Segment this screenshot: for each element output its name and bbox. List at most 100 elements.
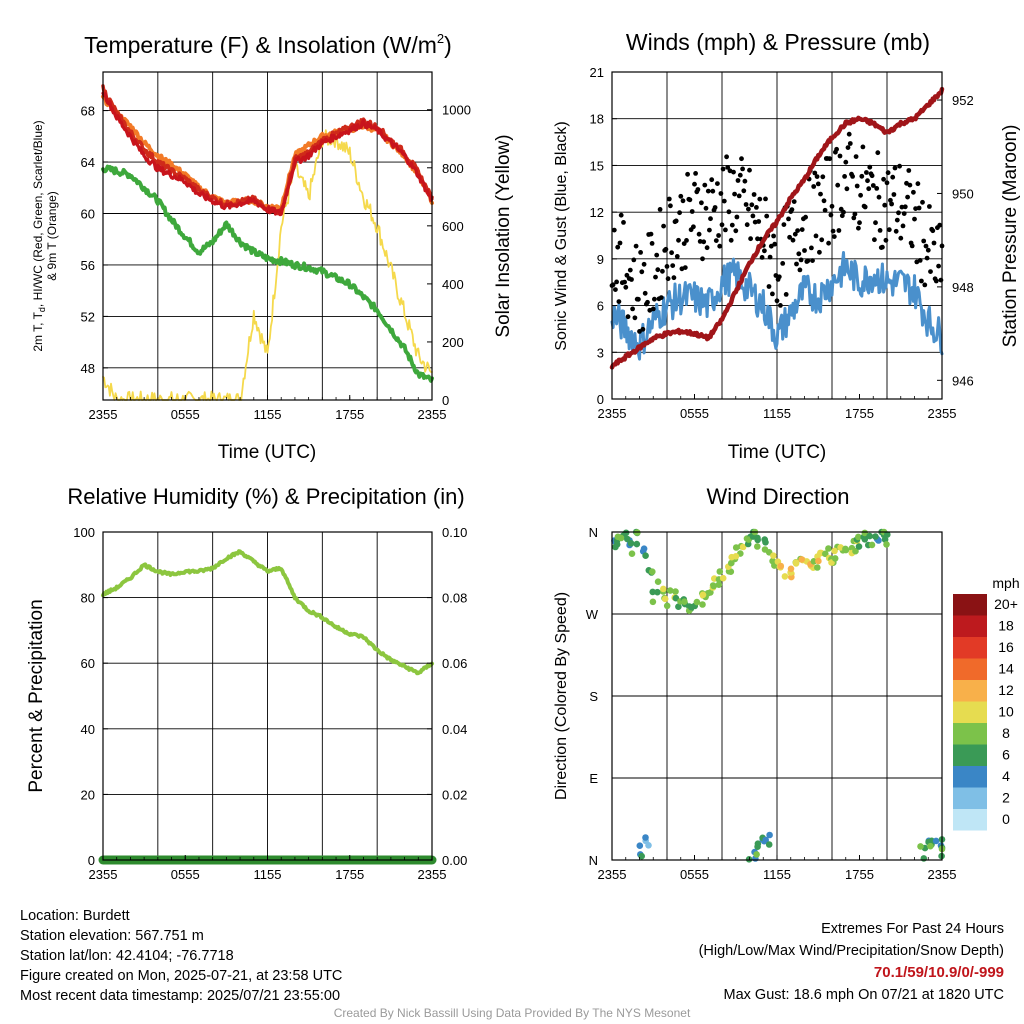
- credit-line: Created By Nick Bassill Using Data Provi…: [333, 1006, 691, 1020]
- gust-point: [844, 186, 850, 192]
- wind-grid: [612, 72, 942, 399]
- legend-label: 10: [998, 704, 1014, 720]
- right-tick-label: 946: [952, 373, 974, 388]
- gust-point: [883, 237, 889, 243]
- gust-point: [666, 196, 672, 202]
- direction-point: [728, 559, 735, 567]
- gust-point: [627, 267, 633, 273]
- gust-point: [710, 188, 716, 194]
- gust-point: [632, 315, 638, 321]
- gust-point: [783, 292, 789, 297]
- direction-point: [754, 843, 761, 850]
- gust-point: [668, 203, 673, 209]
- gust-point: [875, 150, 881, 156]
- left-tick-label: 40: [81, 722, 95, 737]
- gust-point: [898, 235, 904, 241]
- x-tick-label: 2355: [928, 867, 957, 882]
- direction-point: [617, 534, 625, 542]
- direction-point: [777, 562, 785, 570]
- legend-label: 12: [998, 682, 1014, 698]
- gust-point: [684, 238, 689, 243]
- gust-point: [831, 234, 837, 240]
- rh-panel: Relative Humidity (%) & Precipitation (i…: [26, 484, 467, 882]
- direction-point: [628, 550, 636, 557]
- gust-point: [817, 249, 822, 255]
- gust-point: [747, 167, 752, 173]
- station-location: Location: Burdett: [20, 908, 130, 924]
- gust-point: [649, 241, 655, 246]
- gust-point: [776, 274, 782, 280]
- gust-point: [888, 197, 893, 203]
- gust-point: [830, 228, 836, 234]
- legend-swatch: [953, 809, 987, 831]
- gust-point: [911, 189, 916, 195]
- legend-label: 20+: [994, 596, 1018, 612]
- gust-point: [638, 250, 643, 255]
- x-tick-label: 2355: [418, 407, 447, 422]
- gust-point: [786, 216, 791, 222]
- gust-point: [787, 234, 792, 240]
- right-tick-label: 0.04: [442, 722, 467, 737]
- gust-point: [625, 314, 631, 320]
- gust-point: [873, 220, 878, 226]
- gust-point: [629, 277, 634, 282]
- gust-point: [889, 201, 894, 207]
- gust-point: [764, 213, 770, 219]
- gust-point: [880, 244, 885, 250]
- gust-point: [680, 198, 686, 204]
- direction-tick-label: W: [586, 607, 599, 622]
- gust-point: [639, 269, 645, 275]
- sonic-wind-line: [610, 251, 944, 361]
- gust-point: [925, 247, 931, 253]
- gust-point: [853, 154, 859, 160]
- gust-point: [673, 218, 679, 224]
- gust-point: [829, 203, 835, 209]
- gust-point: [762, 248, 767, 254]
- direction-point: [661, 595, 669, 603]
- gust-point: [734, 214, 740, 220]
- direction-point: [917, 843, 924, 850]
- gust-point: [802, 248, 807, 253]
- gust-point: [674, 254, 680, 259]
- direction-point: [649, 568, 656, 575]
- gust-point: [870, 183, 876, 188]
- direction-point: [672, 588, 679, 595]
- gust-point: [655, 267, 661, 273]
- gust-point: [611, 227, 617, 233]
- gust-point: [757, 196, 763, 202]
- gust-point: [850, 174, 855, 179]
- gust-point: [810, 258, 815, 263]
- gust-point: [892, 165, 898, 171]
- gust-point: [657, 207, 663, 212]
- gust-point: [766, 284, 772, 289]
- legend-swatch: [953, 637, 987, 659]
- left-tick-label: 20: [81, 787, 95, 802]
- gust-point: [621, 220, 626, 225]
- gust-point: [900, 223, 906, 229]
- gust-point: [881, 176, 886, 182]
- gust-point: [739, 156, 744, 162]
- figure-created: Figure created on Mon, 2025-07-21, at 23…: [20, 968, 343, 984]
- extremes-box: Extremes For Past 24 Hours (High/Low/Max…: [699, 918, 1004, 1006]
- right-tick-label: 0.08: [442, 591, 467, 606]
- rh-title: Relative Humidity (%) & Precipitation (i…: [67, 484, 464, 509]
- gust-point: [750, 213, 756, 219]
- gust-point: [652, 296, 657, 302]
- gust-point: [792, 231, 798, 237]
- right-tick-label: 1000: [442, 103, 471, 118]
- gust-point: [791, 199, 797, 205]
- gust-point: [623, 284, 629, 290]
- direction-point: [852, 547, 859, 555]
- gust-point: [749, 202, 755, 208]
- wind-ylabel: Sonic Wind & Gust (Blue, Black): [553, 121, 570, 350]
- gust-point: [633, 243, 639, 249]
- gust-point: [893, 228, 899, 234]
- gust-point: [728, 237, 734, 243]
- left-tick-label: 60: [81, 206, 95, 221]
- dir-series: [611, 528, 946, 863]
- gust-point: [930, 228, 936, 234]
- gust-point: [857, 220, 862, 226]
- gust-point: [742, 178, 748, 184]
- direction-point: [654, 588, 661, 596]
- gust-point: [896, 210, 901, 216]
